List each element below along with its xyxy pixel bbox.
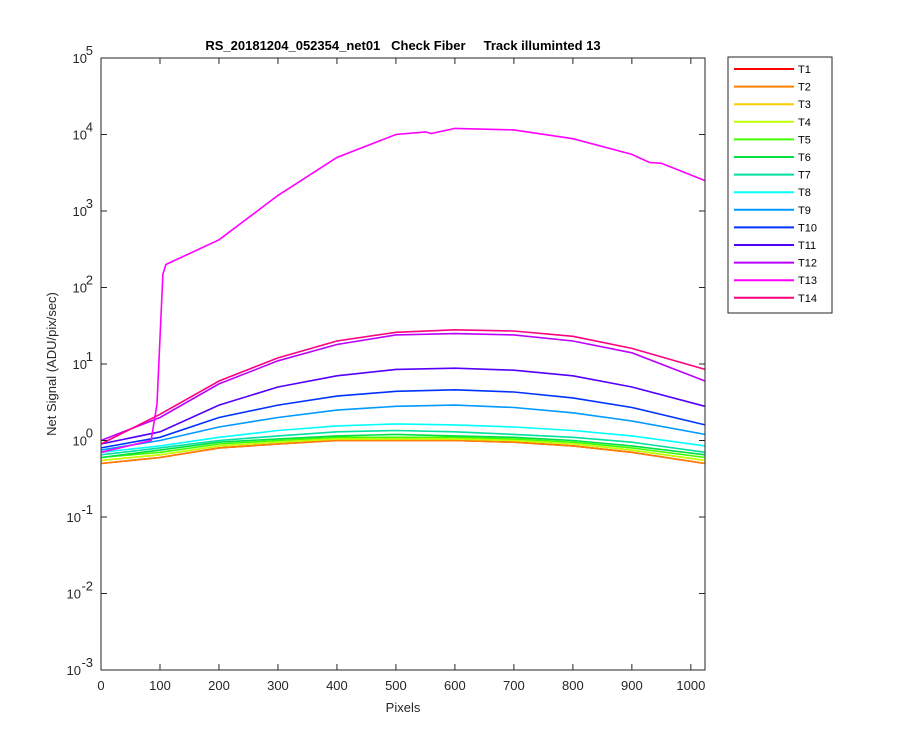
legend-label-t2: T2 <box>798 82 811 94</box>
y-tick-label: 10 <box>73 281 87 296</box>
x-axis-title: Pixels <box>386 700 421 715</box>
legend-label-t7: T7 <box>798 170 811 182</box>
y-tick-label: 10 <box>73 204 87 219</box>
series-line-t6 <box>100 433 706 459</box>
series-line-t8 <box>100 423 706 454</box>
legend: T1 T2 T3 T4 T5 T6 T7 T8 T9 T10 T11 T12 T13 T14 <box>727 56 833 314</box>
legend-label-t10: T10 <box>798 222 817 234</box>
y-tick-label: 10 <box>73 128 87 143</box>
y-tick-exponent: -3 <box>81 655 93 670</box>
legend-label-t11: T11 <box>798 240 816 252</box>
y-tick-exponent: 1 <box>86 349 93 364</box>
y-tick-label: 10 <box>67 663 81 678</box>
series-line-t12 <box>100 332 706 442</box>
x-tick-label: 400 <box>326 678 348 693</box>
x-tick-label: 0 <box>97 678 104 693</box>
x-tick-label: 700 <box>503 678 525 693</box>
y-tick-exponent: 5 <box>86 43 93 58</box>
y-tick-label: 10 <box>67 510 81 525</box>
y-tick-label: 10 <box>73 51 87 66</box>
series-line-t4 <box>100 438 706 462</box>
y-tick-exponent: -2 <box>81 579 93 594</box>
y-tick-exponent: 0 <box>86 426 93 441</box>
legend-label-t12: T12 <box>798 258 817 270</box>
legend-label-t8: T8 <box>798 187 811 199</box>
legend-label-t5: T5 <box>798 134 811 146</box>
y-tick-exponent: 3 <box>86 196 93 211</box>
legend-box <box>727 56 833 314</box>
series-line-t11 <box>100 367 706 445</box>
y-tick-exponent: -1 <box>81 502 93 517</box>
x-tick-label: 200 <box>208 678 230 693</box>
series-group <box>100 127 706 465</box>
legend-label-t6: T6 <box>798 152 811 164</box>
series-line-t2 <box>100 439 706 465</box>
x-tick-label: 800 <box>562 678 584 693</box>
legend-label-t3: T3 <box>798 99 811 111</box>
legend-label-t1: T1 <box>798 64 811 76</box>
x-tick-label: 100 <box>149 678 171 693</box>
series-line-t14 <box>100 328 706 445</box>
chart-title: RS_20181204_052354_net01 Check Fiber Tra… <box>205 38 600 53</box>
x-tick-label: 300 <box>267 678 289 693</box>
x-tick-label: 600 <box>444 678 466 693</box>
series-line-t7 <box>100 429 706 456</box>
series-line-t5 <box>100 436 706 459</box>
plot-area <box>101 58 705 670</box>
y-axis-title: Net Signal (ADU/pix/sec) <box>44 292 59 436</box>
legend-label-t13: T13 <box>798 275 817 287</box>
series-line-t9 <box>100 404 706 451</box>
x-ticks: 0 100 200 300 400 500 600 700 800 900 1000 <box>97 58 705 693</box>
legend-label-t14: T14 <box>798 293 817 305</box>
x-tick-label: 500 <box>385 678 407 693</box>
y-tick-label: 10 <box>73 434 87 449</box>
y-tick-exponent: 2 <box>86 273 93 288</box>
y-tick-exponent: 4 <box>86 120 93 135</box>
x-tick-label: 900 <box>621 678 643 693</box>
series-line-t10 <box>100 388 706 449</box>
y-tick-label: 10 <box>67 587 81 602</box>
y-tick-label: 10 <box>73 357 87 372</box>
series-line-t13 <box>100 127 706 454</box>
legend-label-t9: T9 <box>798 205 811 217</box>
legend-label-t4: T4 <box>798 117 811 129</box>
x-tick-label: 1000 <box>676 678 705 693</box>
